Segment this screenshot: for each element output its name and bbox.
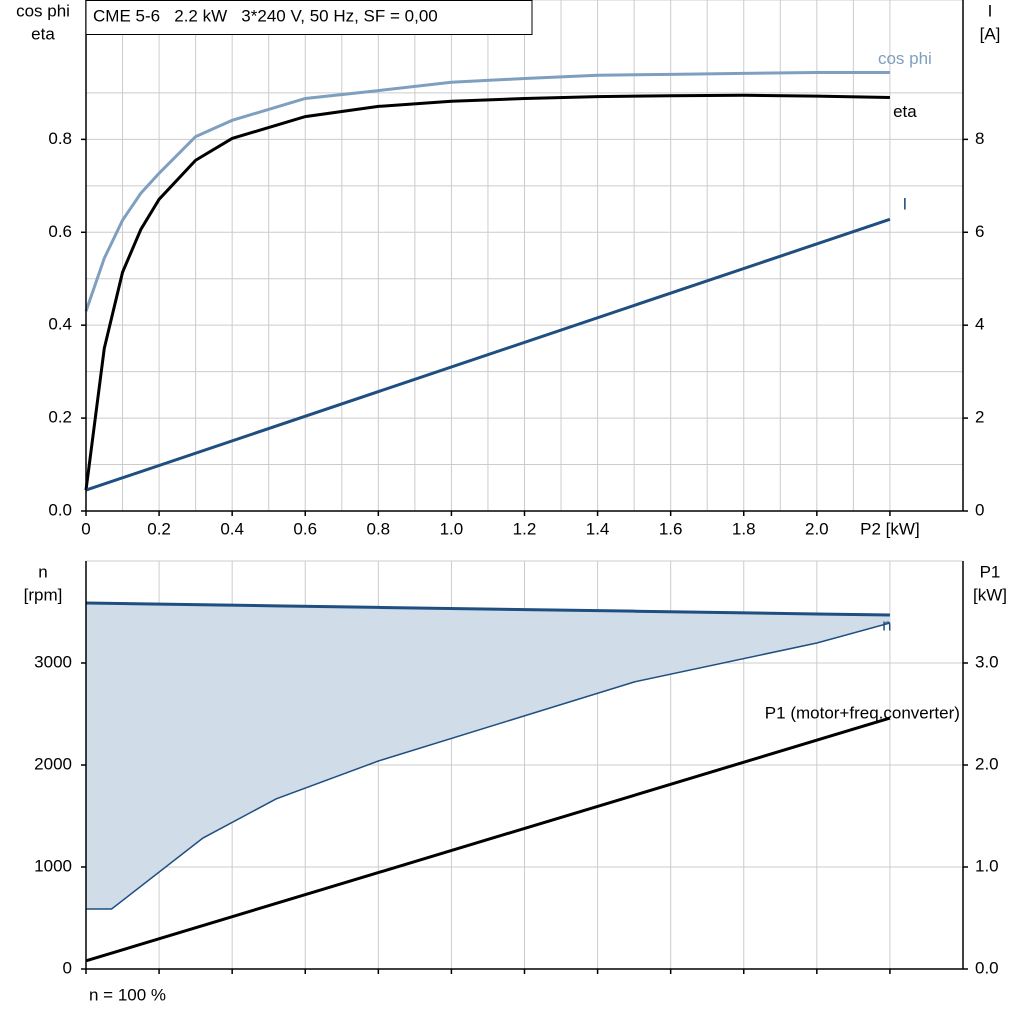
x-tick-label: 1.2: [513, 519, 537, 538]
y2-tick-label: 0: [975, 500, 984, 519]
x-tick-label: 0.4: [220, 519, 244, 538]
y-tick-label: 3000: [34, 652, 72, 671]
y2-axis-label: P1: [980, 562, 1001, 581]
x-tick-label: 1.8: [732, 519, 756, 538]
series-label: eta: [893, 102, 917, 121]
series-line: [85, 601, 890, 617]
x-tick-label: 0.6: [293, 519, 317, 538]
y-tick-label: 2000: [34, 754, 72, 773]
y2-axis-label: [A]: [980, 24, 1001, 43]
y-tick-label: 0: [63, 958, 72, 977]
y-tick-label: 0.0: [48, 500, 72, 519]
note: n = 100 %: [89, 985, 166, 1004]
chart-title: CME 5-6 2.2 kW 3*240 V, 50 Hz, SF = 0,00: [93, 6, 438, 25]
title-box: [85, 0, 533, 35]
series-line: [85, 716, 891, 963]
x-tick-label: 1.0: [440, 519, 464, 538]
x-tick-label: P2 [kW]: [860, 519, 920, 538]
y-axis-label: [rpm]: [24, 585, 63, 604]
y-tick-label: 1000: [34, 856, 72, 875]
series-label: I: [903, 195, 908, 214]
y-axis-label: cos phi: [16, 1, 70, 20]
series-line: [85, 217, 891, 492]
x-tick-label: 1.4: [586, 519, 610, 538]
series-line: [84, 93, 890, 491]
x-tick-label: 1.6: [659, 519, 683, 538]
series-line: [84, 70, 890, 312]
y2-axis-label: [kW]: [973, 585, 1007, 604]
y2-tick-label: 8: [975, 129, 984, 148]
y2-tick-label: 1.0: [975, 856, 999, 875]
y2-tick-label: 4: [975, 315, 984, 334]
y-axis-label: eta: [31, 24, 55, 43]
y-tick-label: 0.2: [48, 408, 72, 427]
y2-tick-label: 0.0: [975, 958, 999, 977]
y-tick-label: 0.4: [48, 315, 72, 334]
y2-tick-label: 2: [975, 408, 984, 427]
y-axis-label: n: [38, 562, 47, 581]
x-tick-label: 0.2: [147, 519, 171, 538]
series-label: P1 (motor+freq.converter): [765, 704, 960, 723]
speed-range-area: [86, 603, 890, 910]
y2-tick-label: 6: [975, 222, 984, 241]
y2-tick-label: 3.0: [975, 652, 999, 671]
y-tick-label: 0.6: [48, 222, 72, 241]
x-tick-label: 0: [81, 519, 90, 538]
x-tick-label: 0.8: [367, 519, 391, 538]
series-line-min: [86, 622, 891, 910]
series-label: n: [882, 616, 891, 635]
y2-tick-label: 2.0: [975, 754, 999, 773]
series-label: cos phi: [878, 49, 932, 68]
y-tick-label: 0.8: [48, 129, 72, 148]
y2-axis-label: I: [988, 1, 993, 20]
x-tick-label: 2.0: [805, 519, 829, 538]
